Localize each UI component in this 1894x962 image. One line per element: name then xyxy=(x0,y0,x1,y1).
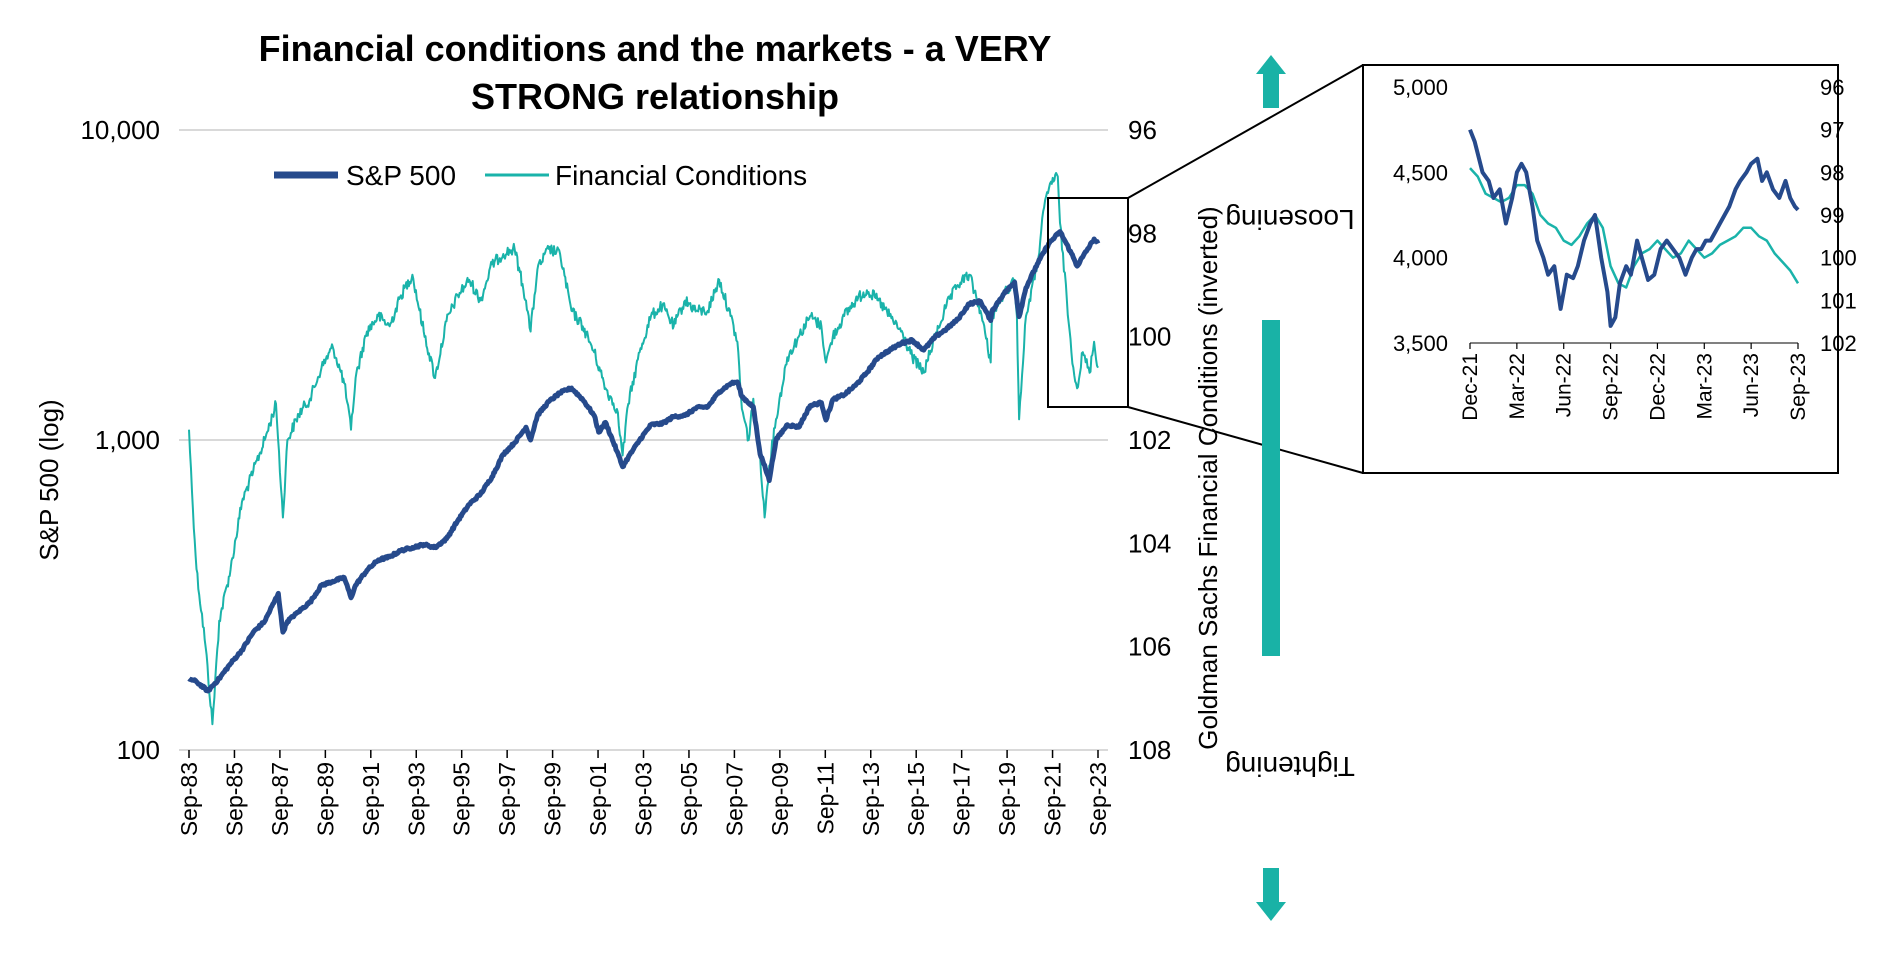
inset-x-tick-label: Mar-23 xyxy=(1693,353,1716,420)
chart-title-line-1: Financial conditions and the markets - a… xyxy=(259,28,1052,69)
inset-x-tick-label: Sep-22 xyxy=(1600,353,1623,421)
loosening-arrow xyxy=(1256,55,1286,108)
main-y2-tick-label: 108 xyxy=(1128,735,1171,765)
arrow-down-shaft xyxy=(1263,868,1279,904)
inset-y-tick-label: 5,000 xyxy=(1393,75,1448,100)
tightening-label: Tightening xyxy=(1225,751,1355,782)
inset-y-tick-label: 3,500 xyxy=(1393,331,1448,356)
main-x-tick-label: Sep-17 xyxy=(949,762,975,836)
main-x-tick-label: Sep-87 xyxy=(267,762,293,836)
legend-label-financial-conditions: Financial Conditions xyxy=(555,160,807,191)
main-y2-tick-label: 102 xyxy=(1128,425,1171,455)
inset-series-sp500-line xyxy=(1468,128,1800,328)
main-x-tick-label: Sep-11 xyxy=(812,762,838,834)
main-x-tick-label: Sep-21 xyxy=(1040,762,1066,836)
main-x-tick-label: Sep-99 xyxy=(540,762,566,836)
inset-x-tick-label: Jun-22 xyxy=(1553,353,1576,417)
inset-y2-axis: 96 97 98 99 100 101 102 xyxy=(1820,75,1857,356)
main-y-axis: 10,000 1,000 100 xyxy=(80,115,160,765)
y2-axis-label: Goldman Sachs Financial Conditions (inve… xyxy=(1193,206,1223,749)
direction-bar xyxy=(1262,320,1280,656)
inset-y-tick-label: 4,500 xyxy=(1393,160,1448,185)
main-y2-tick-label: 106 xyxy=(1128,632,1171,662)
inset-y2-tick-label: 102 xyxy=(1820,331,1857,356)
arrow-down-head xyxy=(1256,902,1286,921)
main-x-tick-label: Sep-91 xyxy=(358,762,384,836)
inset-y2-tick-label: 98 xyxy=(1820,160,1844,185)
main-y2-tick-label: 96 xyxy=(1128,115,1157,145)
inset-y2-tick-label: 97 xyxy=(1820,118,1844,143)
series-sp500-line xyxy=(187,229,1101,694)
inset-x-tick-label: Mar-22 xyxy=(1506,353,1529,420)
main-x-tick-label: Sep-01 xyxy=(585,762,611,836)
inset-y-tick-label: 4,000 xyxy=(1393,246,1448,271)
main-x-tick-label: Sep-83 xyxy=(176,762,202,836)
main-x-tick-label: Sep-19 xyxy=(994,762,1020,836)
inset-y2-tick-label: 101 xyxy=(1820,288,1857,313)
inset-y-axis: 5,000 4,500 4,000 3,500 xyxy=(1393,75,1448,356)
inset-x-tick-label: Sep-23 xyxy=(1787,353,1810,421)
arrow-up-head xyxy=(1256,55,1286,74)
series-financial-conditions-line xyxy=(188,172,1099,726)
inset-series-group xyxy=(1468,128,1800,328)
inset-frame xyxy=(1362,64,1839,474)
main-x-tick-label: Sep-89 xyxy=(312,762,338,836)
main-y2-tick-label: 98 xyxy=(1128,218,1157,248)
arrow-up-shaft xyxy=(1263,72,1279,108)
main-x-tick-label: Sep-93 xyxy=(403,762,429,836)
main-y2-axis: 96 98 100 102 104 106 108 xyxy=(1128,115,1171,765)
inset-x-tick-label: Dec-22 xyxy=(1646,353,1669,421)
chart-title-line-2: STRONG relationship xyxy=(471,76,839,117)
main-x-tick-label: Sep-15 xyxy=(903,762,929,836)
inset-x-axis: Dec-21 Mar-22 Jun-22 Sep-22 Dec-22 Mar-23 Jun-… xyxy=(1459,342,1810,421)
main-y2-tick-label: 100 xyxy=(1128,322,1171,352)
inset-x-tick-label: Dec-21 xyxy=(1459,353,1482,421)
main-y-tick-label: 100 xyxy=(117,735,160,765)
main-x-tick-label: Sep-03 xyxy=(631,762,657,836)
inset-x-tick-label: Jun-23 xyxy=(1740,353,1763,417)
main-x-axis: Sep-83 Sep-85 Sep-87 Sep-89 Sep-91 Sep-93 Sep-… xyxy=(176,750,1111,836)
main-x-tick-label: Sep-97 xyxy=(494,762,520,836)
inset-y2-tick-label: 100 xyxy=(1820,246,1857,271)
main-x-tick-label: Sep-09 xyxy=(767,762,793,836)
main-y2-tick-label: 104 xyxy=(1128,528,1171,558)
main-x-tick-label: Sep-85 xyxy=(221,762,247,836)
zoom-connector-top xyxy=(1127,64,1364,199)
main-y-tick-label: 10,000 xyxy=(80,115,160,145)
loosening-label: Loosening xyxy=(1225,204,1354,235)
main-x-tick-label: Sep-07 xyxy=(721,762,747,836)
main-y-tick-label: 1,000 xyxy=(95,425,160,455)
main-x-tick-label: Sep-23 xyxy=(1085,762,1111,836)
tightening-arrow xyxy=(1256,868,1286,921)
zoom-highlight-box xyxy=(1047,197,1129,408)
legend: S&P 500 Financial Conditions xyxy=(274,160,807,191)
y-axis-label: S&P 500 (log) xyxy=(34,399,64,560)
inset-y2-tick-label: 96 xyxy=(1820,75,1844,100)
main-x-tick-label: Sep-95 xyxy=(449,762,475,836)
main-series-group xyxy=(187,172,1101,726)
inset-y2-tick-label: 99 xyxy=(1820,203,1844,228)
legend-label-sp500: S&P 500 xyxy=(346,160,456,191)
main-x-tick-label: Sep-05 xyxy=(676,762,702,836)
zoom-connector-bottom xyxy=(1127,406,1364,474)
main-x-tick-label: Sep-13 xyxy=(858,762,884,836)
